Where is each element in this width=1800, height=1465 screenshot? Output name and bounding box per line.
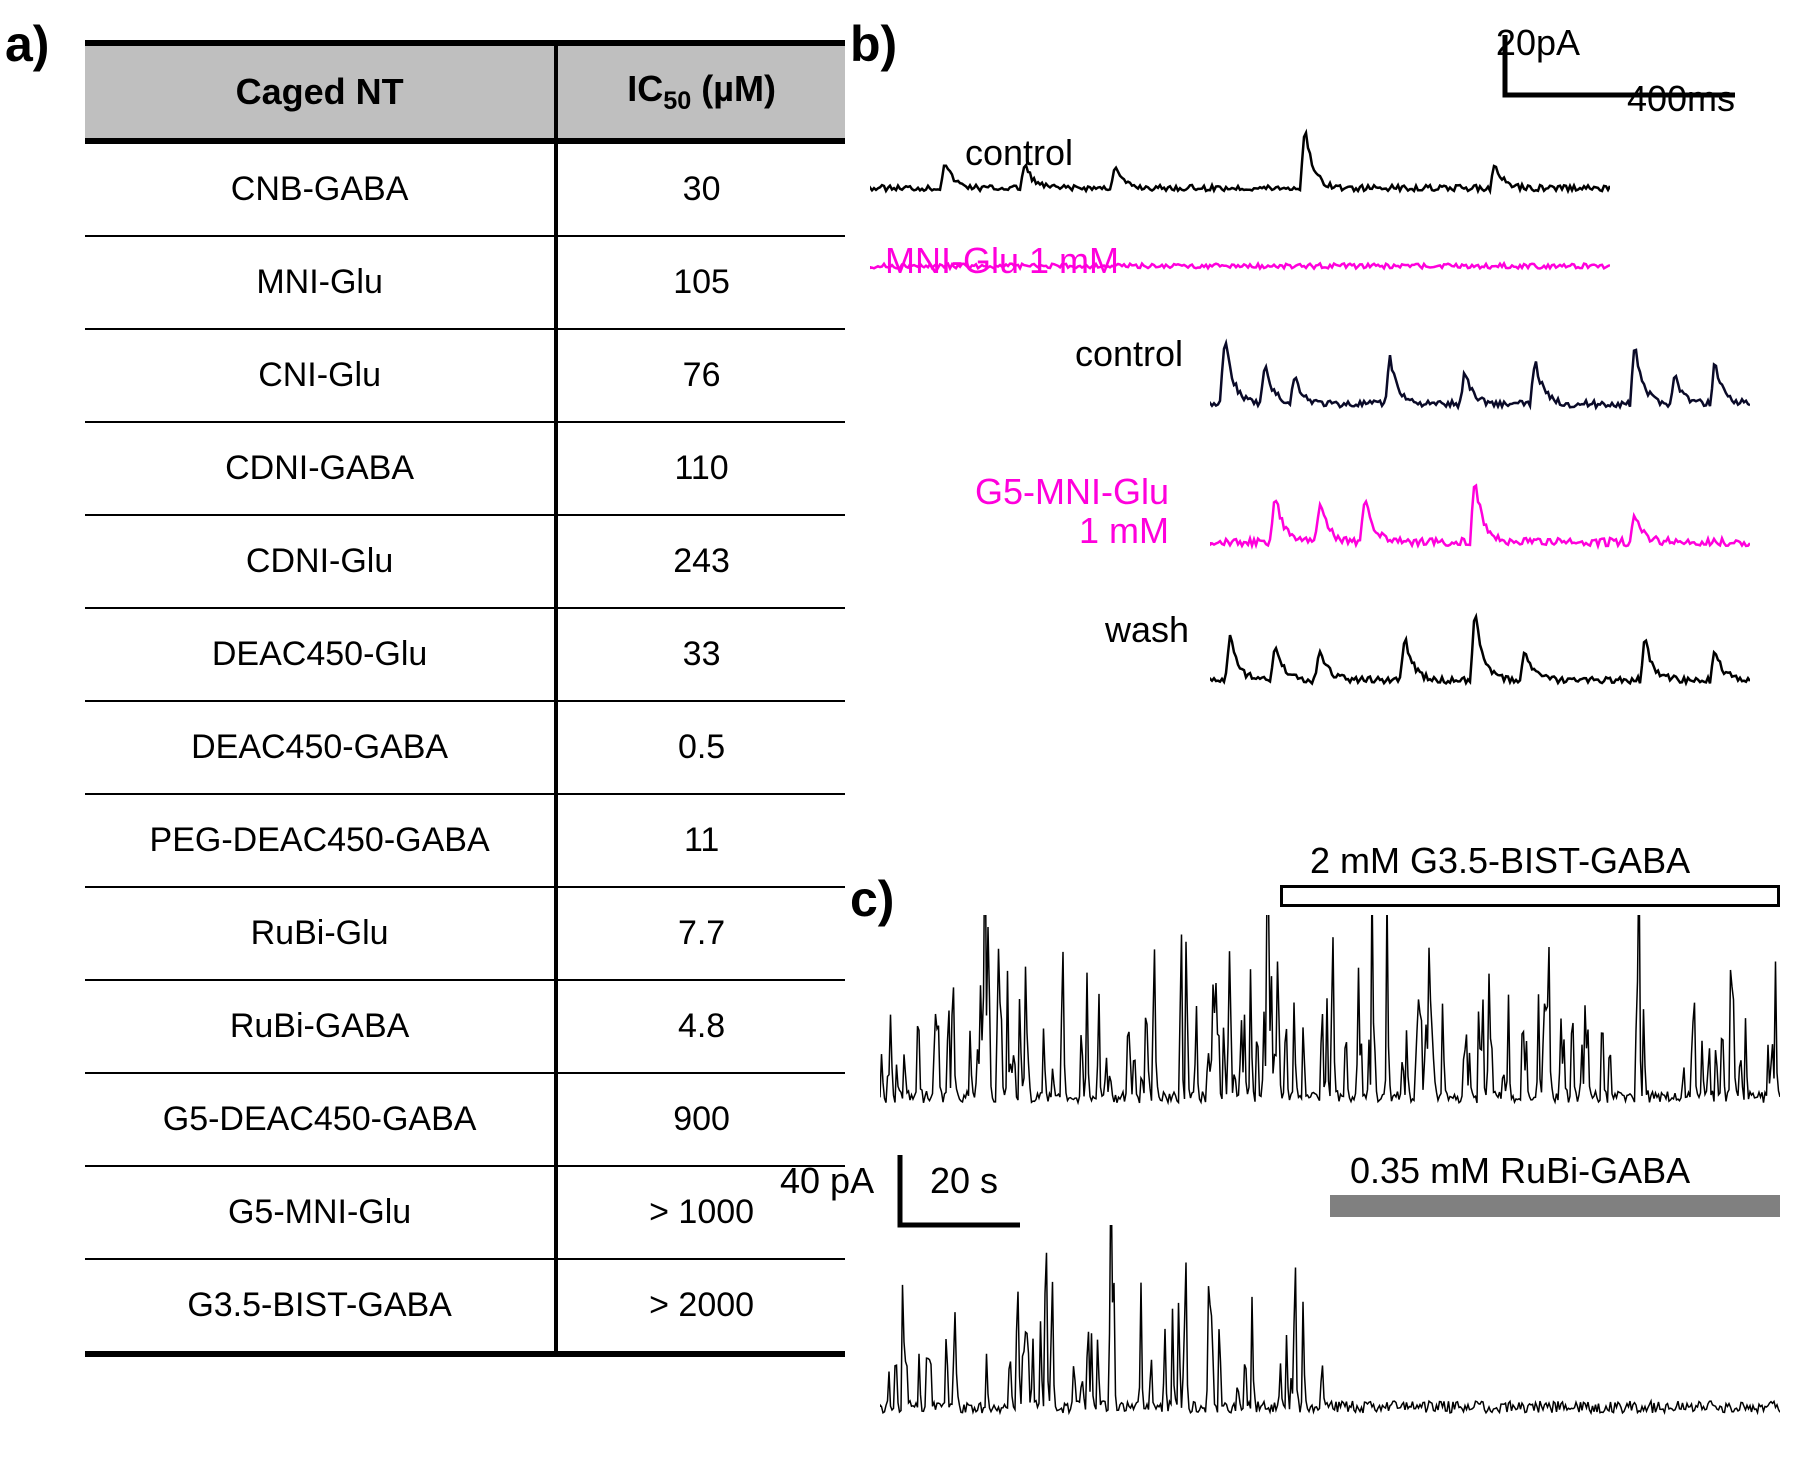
application-bar-label: 2 mM G3.5-BIST-GABA [1310, 840, 1690, 882]
ic50-cell: 11 [556, 794, 845, 887]
trace-svg [1210, 306, 1750, 416]
ic50-cell: 33 [556, 608, 845, 701]
trace-svg [870, 228, 1610, 278]
ic50-cell: 110 [556, 422, 845, 515]
ic50-cell: 76 [556, 329, 845, 422]
compound-cell: RuBi-Glu [85, 887, 556, 980]
compound-cell: DEAC450-GABA [85, 701, 556, 794]
compound-cell: G5-DEAC450-GABA [85, 1073, 556, 1166]
trace-row: control [830, 306, 1790, 416]
compound-cell: G3.5-BIST-GABA [85, 1259, 556, 1354]
table-row: MNI-Glu105 [85, 236, 845, 329]
panel-a: Caged NT IC50 (µM) CNB-GABA30MNI-Glu105C… [0, 0, 830, 1465]
ic50-cell: 30 [556, 141, 845, 236]
table-row: DEAC450-Glu33 [85, 608, 845, 701]
table-row: G5-DEAC450-GABA900 [85, 1073, 845, 1166]
dense-trace-svg [880, 915, 1780, 1115]
trace-row: control [830, 110, 1790, 200]
ic50-cell: 7.7 [556, 887, 845, 980]
ic50-cell: 4.8 [556, 980, 845, 1073]
application-bar [1280, 885, 1780, 907]
trace-label: G5-MNI-Glu 1 mM [975, 472, 1189, 551]
trace-svg [1210, 582, 1750, 692]
trace-row: wash [830, 582, 1790, 692]
compound-cell: CDNI-Glu [85, 515, 556, 608]
application-bar [1330, 1195, 1780, 1217]
compound-cell: PEG-DEAC450-GABA [85, 794, 556, 887]
scalebar-b: 20pA 400ms [1500, 30, 1740, 100]
ic50-cell: 0.5 [556, 701, 845, 794]
trace-row: MNI-Glu 1 mM [830, 228, 1790, 278]
table-row: CNB-GABA30 [85, 141, 845, 236]
ic50-cell: 900 [556, 1073, 845, 1166]
table-row: G5-MNI-Glu> 1000 [85, 1166, 845, 1259]
scalebar-c: 40 pA 20 s [890, 1150, 1050, 1235]
scalebar-c-hlabel: 20 s [930, 1160, 998, 1202]
dense-trace-svg [880, 1225, 1780, 1425]
compound-cell: CNI-Glu [85, 329, 556, 422]
trace-label: wash [1105, 610, 1209, 650]
compound-cell: DEAC450-Glu [85, 608, 556, 701]
compound-cell: RuBi-GABA [85, 980, 556, 1073]
compound-cell: MNI-Glu [85, 236, 556, 329]
trace-svg [1210, 444, 1750, 554]
col-header-compound: Caged NT [85, 43, 556, 141]
scalebar-b-vlabel: 20pA [1496, 22, 1580, 64]
panel-bc: 20pA 400ms control MNI-Glu 1 mM control G5-… [830, 0, 1800, 1465]
application-bar-label: 0.35 mM RuBi-GABA [1350, 1150, 1690, 1192]
table-row: G3.5-BIST-GABA> 2000 [85, 1259, 845, 1354]
trace-svg [870, 110, 1610, 200]
ic50-cell: 105 [556, 236, 845, 329]
table-row: RuBi-GABA4.8 [85, 980, 845, 1073]
trace-label: control [1075, 334, 1203, 374]
table-row: PEG-DEAC450-GABA11 [85, 794, 845, 887]
figure-container: a) b) c) Caged NT IC50 (µM) CNB-GABA30MN… [0, 0, 1800, 1465]
table-row: CDNI-Glu243 [85, 515, 845, 608]
ic50-cell: 243 [556, 515, 845, 608]
ic50-cell: > 2000 [556, 1259, 845, 1354]
scalebar-c-vlabel: 40 pA [780, 1160, 874, 1202]
table-row: RuBi-Glu7.7 [85, 887, 845, 980]
table-row: DEAC450-GABA0.5 [85, 701, 845, 794]
table-row: CDNI-GABA110 [85, 422, 845, 515]
table-row: CNI-Glu76 [85, 329, 845, 422]
compound-cell: G5-MNI-Glu [85, 1166, 556, 1259]
col-header-ic50: IC50 (µM) [556, 43, 845, 141]
trace-row: G5-MNI-Glu 1 mM [830, 444, 1790, 554]
ic50-table: Caged NT IC50 (µM) CNB-GABA30MNI-Glu105C… [85, 40, 845, 1357]
compound-cell: CNB-GABA [85, 141, 556, 236]
table-header-row: Caged NT IC50 (µM) [85, 43, 845, 141]
compound-cell: CDNI-GABA [85, 422, 556, 515]
